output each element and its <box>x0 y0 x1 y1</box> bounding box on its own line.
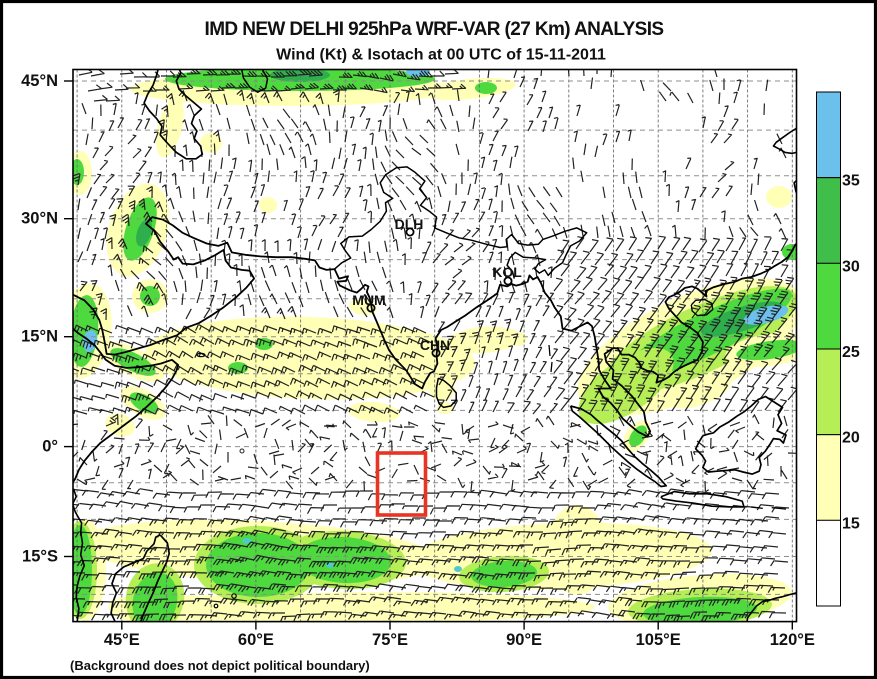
svg-text:30: 30 <box>842 258 860 275</box>
svg-text:(Background does not depict po: (Background does not depict political bo… <box>70 658 370 673</box>
svg-text:45°E: 45°E <box>104 631 140 649</box>
svg-text:105°E: 105°E <box>636 631 681 649</box>
svg-text:15°S: 15°S <box>22 548 58 566</box>
svg-text:25: 25 <box>842 344 860 361</box>
svg-text:CHN: CHN <box>420 337 450 353</box>
svg-text:MUM: MUM <box>352 292 385 308</box>
svg-text:DLH: DLH <box>395 216 424 232</box>
svg-text:35: 35 <box>842 173 860 190</box>
svg-text:15: 15 <box>842 515 860 532</box>
svg-text:45°N: 45°N <box>21 72 58 90</box>
svg-text:20: 20 <box>842 430 860 447</box>
svg-text:90°E: 90°E <box>506 631 542 649</box>
svg-text:120°E: 120°E <box>770 631 815 649</box>
svg-text:KOL: KOL <box>492 264 522 280</box>
svg-text:Wind (Kt) & Isotach at 00 UTC: Wind (Kt) & Isotach at 00 UTC of 15-11-2… <box>276 47 606 64</box>
svg-text:30°N: 30°N <box>21 210 58 228</box>
svg-text:75°E: 75°E <box>372 631 408 649</box>
svg-text:60°E: 60°E <box>238 631 274 649</box>
svg-text:0°: 0° <box>42 438 58 456</box>
svg-text:15°N: 15°N <box>21 328 58 346</box>
svg-text:IMD NEW DELHI 925hPa WRF-VAR (: IMD NEW DELHI 925hPa WRF-VAR (27 Km) ANA… <box>205 19 664 40</box>
